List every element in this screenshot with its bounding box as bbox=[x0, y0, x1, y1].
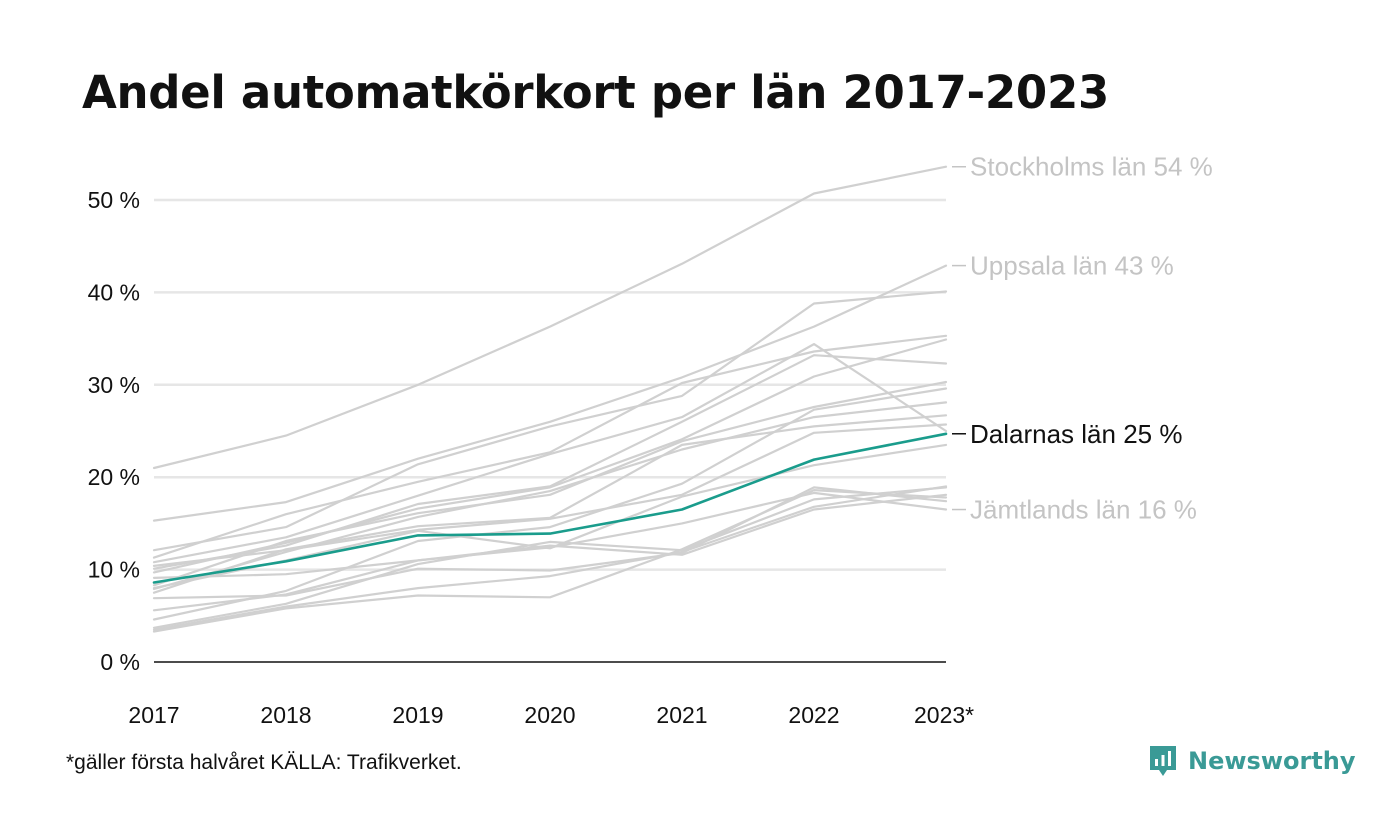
series-line bbox=[152, 486, 948, 629]
series-line bbox=[152, 387, 948, 621]
x-tick-label: 2017 bbox=[128, 702, 179, 728]
series-line bbox=[152, 264, 948, 522]
footnote-source: *gäller första halvåret KÄLLA: Trafikver… bbox=[66, 751, 462, 774]
x-tick-label: 2021 bbox=[656, 702, 707, 728]
chart-title: Andel automatkörkort per län 2017-2023 bbox=[82, 66, 1109, 119]
highlighted-series bbox=[152, 432, 948, 584]
series-end-label: Jämtlands län 16 % bbox=[970, 495, 1197, 525]
x-tick-label: 2018 bbox=[260, 702, 311, 728]
series-end-label: Stockholms län 54 % bbox=[970, 152, 1213, 182]
series-line bbox=[152, 343, 948, 564]
series-line bbox=[152, 489, 948, 633]
series-line bbox=[152, 380, 948, 587]
series-line bbox=[152, 334, 948, 559]
series-end-labels: Stockholms län 54 % Uppsala län 43 % Dalar… bbox=[952, 152, 1213, 525]
series-line bbox=[152, 401, 948, 591]
series-end-label: Dalarnas län 25 % bbox=[970, 419, 1182, 449]
y-tick-label: 30 % bbox=[88, 372, 140, 398]
y-tick-label: 10 % bbox=[88, 557, 140, 583]
series-line bbox=[152, 290, 948, 552]
bar-chart-icon bbox=[1150, 746, 1176, 776]
series-line bbox=[152, 485, 948, 631]
series-line bbox=[152, 486, 948, 600]
series-line bbox=[152, 338, 948, 574]
x-tick-label: 2019 bbox=[392, 702, 443, 728]
y-tick-label: 40 % bbox=[88, 279, 140, 305]
gridlines bbox=[154, 198, 946, 571]
x-tick-label: 2022 bbox=[788, 702, 839, 728]
y-tick-label: 0 % bbox=[100, 649, 140, 675]
series-end-label: Uppsala län 43 % bbox=[970, 251, 1174, 281]
newsworthy-logo: Newsworthy bbox=[1148, 744, 1356, 778]
x-tick-label: 2023* bbox=[914, 702, 974, 728]
series-line bbox=[152, 423, 948, 567]
series-line bbox=[152, 354, 948, 570]
series-line bbox=[152, 443, 948, 590]
y-axis-tick-labels: 0 % 10 % 20 % 30 % 40 % 50 % bbox=[88, 187, 140, 675]
y-tick-label: 50 % bbox=[88, 187, 140, 213]
x-axis-tick-labels: 2017 2018 2019 2020 2021 2022 2023* bbox=[128, 702, 974, 728]
brand-name: Newsworthy bbox=[1188, 747, 1356, 775]
y-tick-label: 20 % bbox=[88, 464, 140, 490]
series-line bbox=[152, 165, 948, 470]
x-tick-label: 2020 bbox=[524, 702, 575, 728]
series-line-highlight bbox=[152, 432, 948, 584]
series-line bbox=[152, 493, 948, 579]
background-series bbox=[152, 165, 948, 633]
